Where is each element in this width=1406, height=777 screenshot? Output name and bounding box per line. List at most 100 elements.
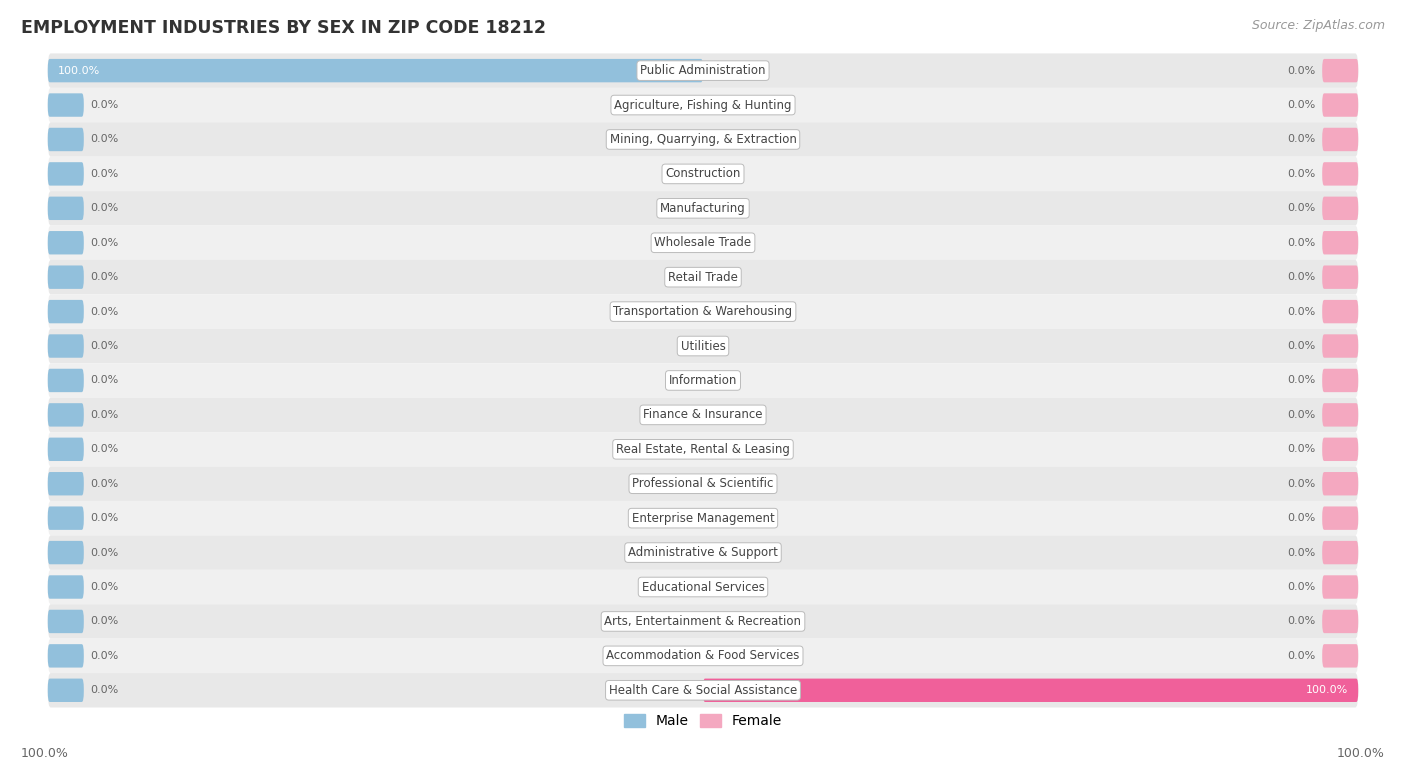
Text: 0.0%: 0.0%: [1288, 307, 1316, 316]
Text: Source: ZipAtlas.com: Source: ZipAtlas.com: [1251, 19, 1385, 33]
Text: 0.0%: 0.0%: [90, 582, 118, 592]
Text: 0.0%: 0.0%: [1288, 651, 1316, 661]
FancyBboxPatch shape: [48, 398, 1358, 432]
Text: 0.0%: 0.0%: [90, 651, 118, 661]
FancyBboxPatch shape: [48, 644, 84, 667]
Text: 0.0%: 0.0%: [1288, 169, 1316, 179]
FancyBboxPatch shape: [48, 122, 1358, 157]
FancyBboxPatch shape: [1322, 472, 1358, 496]
Text: Transportation & Warehousing: Transportation & Warehousing: [613, 305, 793, 318]
FancyBboxPatch shape: [48, 437, 84, 461]
FancyBboxPatch shape: [1322, 575, 1358, 599]
FancyBboxPatch shape: [48, 88, 1358, 122]
FancyBboxPatch shape: [48, 575, 84, 599]
FancyBboxPatch shape: [48, 300, 84, 323]
Text: Public Administration: Public Administration: [640, 64, 766, 77]
FancyBboxPatch shape: [48, 678, 84, 702]
Text: 0.0%: 0.0%: [1288, 65, 1316, 75]
Text: 0.0%: 0.0%: [1288, 479, 1316, 489]
Text: Accommodation & Food Services: Accommodation & Food Services: [606, 650, 800, 662]
FancyBboxPatch shape: [1322, 507, 1358, 530]
Text: 0.0%: 0.0%: [90, 513, 118, 523]
FancyBboxPatch shape: [1322, 59, 1358, 82]
Text: Professional & Scientific: Professional & Scientific: [633, 477, 773, 490]
Text: 0.0%: 0.0%: [1288, 582, 1316, 592]
Legend: Male, Female: Male, Female: [619, 709, 787, 733]
FancyBboxPatch shape: [48, 535, 1358, 570]
FancyBboxPatch shape: [48, 162, 84, 186]
Text: 0.0%: 0.0%: [1288, 204, 1316, 214]
Text: 0.0%: 0.0%: [1288, 444, 1316, 455]
FancyBboxPatch shape: [48, 266, 84, 289]
Text: 0.0%: 0.0%: [90, 204, 118, 214]
Text: 0.0%: 0.0%: [90, 272, 118, 282]
Text: 0.0%: 0.0%: [1288, 272, 1316, 282]
FancyBboxPatch shape: [1322, 369, 1358, 392]
FancyBboxPatch shape: [48, 260, 1358, 294]
Text: Retail Trade: Retail Trade: [668, 270, 738, 284]
Text: 0.0%: 0.0%: [90, 444, 118, 455]
Text: 0.0%: 0.0%: [90, 479, 118, 489]
Text: 0.0%: 0.0%: [1288, 238, 1316, 248]
FancyBboxPatch shape: [48, 466, 1358, 501]
Text: 0.0%: 0.0%: [1288, 513, 1316, 523]
FancyBboxPatch shape: [48, 501, 1358, 535]
Text: 100.0%: 100.0%: [1337, 747, 1385, 760]
FancyBboxPatch shape: [48, 570, 1358, 605]
Text: 100.0%: 100.0%: [21, 747, 69, 760]
FancyBboxPatch shape: [1322, 127, 1358, 152]
FancyBboxPatch shape: [1322, 437, 1358, 461]
FancyBboxPatch shape: [48, 157, 1358, 191]
Text: 0.0%: 0.0%: [1288, 341, 1316, 351]
FancyBboxPatch shape: [48, 673, 1358, 708]
Text: Finance & Insurance: Finance & Insurance: [644, 409, 762, 421]
FancyBboxPatch shape: [1322, 334, 1358, 357]
FancyBboxPatch shape: [1322, 93, 1358, 117]
FancyBboxPatch shape: [48, 507, 84, 530]
FancyBboxPatch shape: [48, 93, 84, 117]
Text: 0.0%: 0.0%: [90, 134, 118, 145]
Text: 100.0%: 100.0%: [1306, 685, 1348, 695]
FancyBboxPatch shape: [48, 432, 1358, 466]
Text: Real Estate, Rental & Leasing: Real Estate, Rental & Leasing: [616, 443, 790, 456]
FancyBboxPatch shape: [1322, 403, 1358, 427]
FancyBboxPatch shape: [48, 472, 84, 496]
Text: Administrative & Support: Administrative & Support: [628, 546, 778, 559]
Text: Educational Services: Educational Services: [641, 580, 765, 594]
Text: 0.0%: 0.0%: [90, 100, 118, 110]
FancyBboxPatch shape: [48, 294, 1358, 329]
FancyBboxPatch shape: [1322, 197, 1358, 220]
FancyBboxPatch shape: [1322, 610, 1358, 633]
FancyBboxPatch shape: [703, 678, 1358, 702]
Text: 0.0%: 0.0%: [1288, 410, 1316, 420]
FancyBboxPatch shape: [48, 191, 1358, 225]
Text: Utilities: Utilities: [681, 340, 725, 353]
Text: Health Care & Social Assistance: Health Care & Social Assistance: [609, 684, 797, 697]
FancyBboxPatch shape: [48, 54, 1358, 88]
Text: Construction: Construction: [665, 167, 741, 180]
FancyBboxPatch shape: [1322, 541, 1358, 564]
FancyBboxPatch shape: [48, 369, 84, 392]
FancyBboxPatch shape: [1322, 300, 1358, 323]
Text: 0.0%: 0.0%: [90, 375, 118, 385]
FancyBboxPatch shape: [48, 363, 1358, 398]
FancyBboxPatch shape: [1322, 231, 1358, 254]
Text: 100.0%: 100.0%: [58, 65, 100, 75]
Text: 0.0%: 0.0%: [1288, 100, 1316, 110]
FancyBboxPatch shape: [48, 334, 84, 357]
FancyBboxPatch shape: [48, 403, 84, 427]
Text: 0.0%: 0.0%: [90, 307, 118, 316]
FancyBboxPatch shape: [48, 225, 1358, 260]
FancyBboxPatch shape: [48, 610, 84, 633]
Text: 0.0%: 0.0%: [90, 341, 118, 351]
FancyBboxPatch shape: [48, 231, 84, 254]
Text: 0.0%: 0.0%: [90, 238, 118, 248]
Text: 0.0%: 0.0%: [1288, 375, 1316, 385]
FancyBboxPatch shape: [1322, 266, 1358, 289]
Text: 0.0%: 0.0%: [1288, 616, 1316, 626]
Text: Mining, Quarrying, & Extraction: Mining, Quarrying, & Extraction: [610, 133, 796, 146]
Text: EMPLOYMENT INDUSTRIES BY SEX IN ZIP CODE 18212: EMPLOYMENT INDUSTRIES BY SEX IN ZIP CODE…: [21, 19, 546, 37]
FancyBboxPatch shape: [1322, 162, 1358, 186]
Text: 0.0%: 0.0%: [1288, 134, 1316, 145]
FancyBboxPatch shape: [1322, 644, 1358, 667]
